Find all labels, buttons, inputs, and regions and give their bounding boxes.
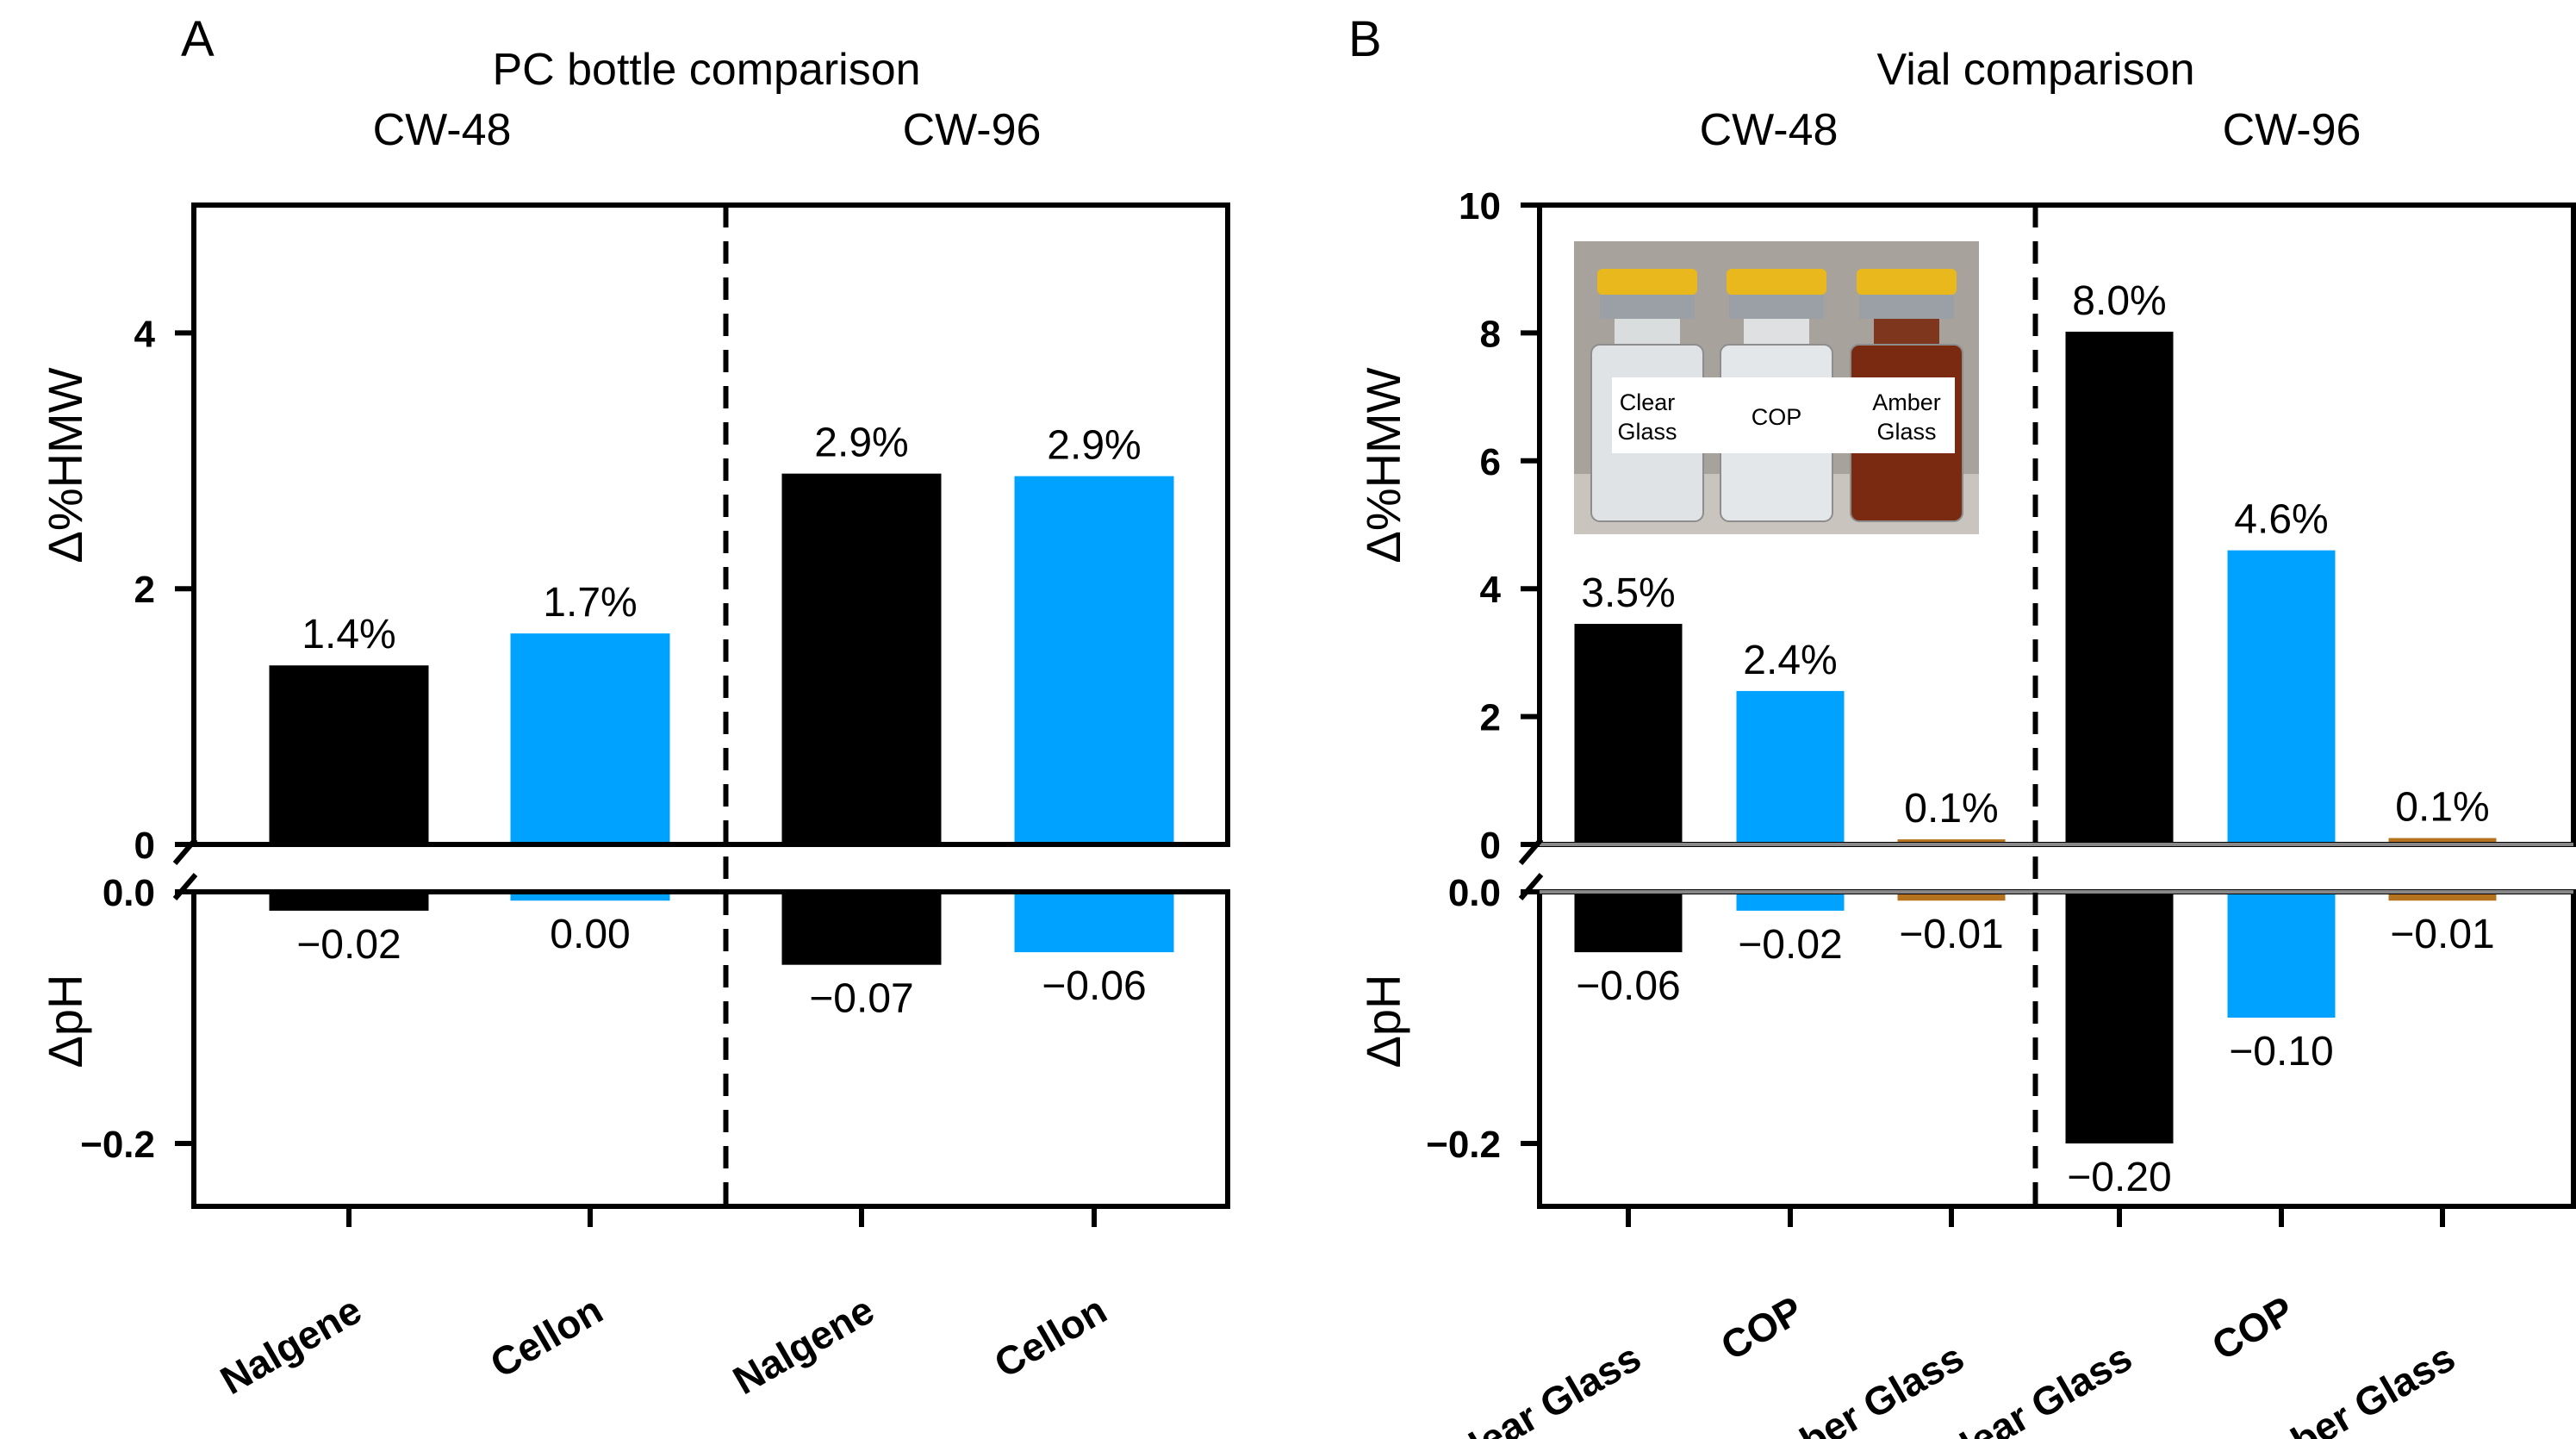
bar-top <box>781 473 942 844</box>
vial-neck-icon <box>1615 319 1680 345</box>
category-label: Nalgene <box>725 1287 881 1404</box>
data-label-bottom: −0.20 <box>2067 1155 2171 1200</box>
bar-bottom <box>269 892 429 911</box>
vial-cap-icon <box>1727 269 1826 295</box>
bar-top <box>2065 331 2174 844</box>
bar-top <box>2227 550 2336 844</box>
bar-top <box>510 633 670 844</box>
vial-neck-icon <box>1744 319 1809 345</box>
category-label: COP <box>1714 1287 1810 1369</box>
vial-crimp-icon <box>1729 295 1824 319</box>
plot-frame-bottom <box>191 889 1230 1209</box>
y-tick-label-bottom: −0.2 <box>80 1124 155 1166</box>
vial-cap-icon <box>1857 269 1957 295</box>
data-label-top: 4.6% <box>2234 497 2328 543</box>
vial-label-text: Clear <box>1620 389 1676 415</box>
category-label: Cellon <box>986 1287 1114 1386</box>
panel-a: A PC bottle comparison CW-48 CW-96 1.4% −0.02… <box>38 11 1230 1404</box>
category-label: Amber Glass <box>1737 1335 1971 1439</box>
bar-bottom <box>781 892 942 965</box>
y-axis-label-bottom: ΔpH <box>38 975 92 1068</box>
bar-top <box>1736 690 1845 844</box>
y-tick-label-bottom: 0.0 <box>103 872 155 914</box>
y-axis-label-bottom: ΔpH <box>1356 975 1410 1068</box>
panel-b: B Vial comparison CW-48 CW-96 3.5% −0.06 2.4% −… <box>1348 11 2576 1439</box>
bar-top <box>269 665 429 844</box>
y-tick-label-top: 6 <box>1480 441 1501 483</box>
data-label-bottom: −0.07 <box>809 976 913 1022</box>
category-label: Nalgene <box>213 1287 369 1404</box>
y-tick-label-top: 2 <box>134 569 155 611</box>
data-label-bottom: −0.06 <box>1042 963 1146 1009</box>
data-label-bottom: −0.02 <box>1738 922 1842 968</box>
data-label-top: 0.1% <box>2395 785 2489 831</box>
data-label-top: 0.1% <box>1904 786 1998 832</box>
vial-neck-icon <box>1874 319 1939 345</box>
data-label-bottom: −0.10 <box>2229 1029 2333 1075</box>
data-label-bottom: −0.06 <box>1576 963 1680 1009</box>
condition-label: CW-96 <box>2223 105 2361 155</box>
panel-letter: A <box>181 11 215 67</box>
y-tick-label-top: 0 <box>134 825 155 867</box>
y-axis-label-top: Δ%HMW <box>1356 367 1410 563</box>
vial-label-text: COP <box>1752 404 1802 430</box>
data-label-top: 2.4% <box>1743 638 1837 683</box>
y-tick-label-top: 4 <box>1480 569 1502 611</box>
data-label-top: 8.0% <box>2072 278 2166 324</box>
chart-title: Vial comparison <box>1876 45 2194 95</box>
y-axis-label-top: Δ%HMW <box>38 367 92 563</box>
data-label-top: 1.7% <box>543 580 637 626</box>
bar-bottom <box>510 892 670 901</box>
bar-bottom <box>2388 892 2497 901</box>
vial-crimp-icon <box>1859 295 1954 319</box>
data-label-bottom: 0.00 <box>550 912 630 957</box>
data-label-top: 3.5% <box>1581 570 1675 616</box>
axis-break-mark <box>172 873 198 900</box>
y-tick-label-top: 4 <box>134 313 156 355</box>
category-label: Clear Glass <box>1928 1335 2139 1439</box>
data-label-top: 2.9% <box>1047 423 1141 469</box>
y-tick-label-bottom: 0.0 <box>1448 872 1501 914</box>
y-tick-label-bottom: −0.2 <box>1426 1124 1501 1166</box>
category-label: Clear Glass <box>1437 1335 1648 1439</box>
chart-title: PC bottle comparison <box>492 45 920 95</box>
panel-letter: B <box>1348 11 1382 67</box>
plot-frame-top <box>191 202 1230 847</box>
vial-label-text: Glass <box>1876 419 1936 445</box>
data-label-bottom: −0.02 <box>296 922 401 968</box>
category-label: Cellon <box>482 1287 610 1386</box>
bar-bottom <box>2065 892 2174 1143</box>
condition-label: CW-48 <box>373 105 512 155</box>
bar-top <box>1014 476 1174 844</box>
vial-label-text: Glass <box>1617 419 1677 445</box>
axis-break-mark <box>1518 873 1544 900</box>
vial-photo-inset: Clear Glass COP Amber Glass <box>1574 241 1979 534</box>
bar-bottom <box>1014 892 1174 953</box>
bar-bottom <box>1897 892 2006 901</box>
y-tick-label-top: 10 <box>1459 185 1501 227</box>
vial-label-strip <box>1612 377 1955 453</box>
vial-label-text: Amber <box>1872 389 1941 415</box>
bar-top <box>2388 838 2497 844</box>
category-label: Amber Glass <box>2228 1335 2462 1439</box>
y-tick-label-top: 8 <box>1480 313 1501 355</box>
data-label-top: 1.4% <box>302 612 395 657</box>
vial-cap-icon <box>1597 269 1697 295</box>
bar-bottom <box>1574 892 1683 953</box>
bar-top <box>1574 624 1683 844</box>
data-label-top: 2.9% <box>814 420 908 466</box>
vial-crimp-icon <box>1600 295 1695 319</box>
y-tick-label-top: 0 <box>1480 825 1501 867</box>
condition-label: CW-96 <box>903 105 1042 155</box>
y-tick-label-top: 2 <box>1480 697 1501 739</box>
data-label-bottom: −0.01 <box>1899 912 2003 957</box>
condition-label: CW-48 <box>1700 105 1839 155</box>
bar-bottom <box>2227 892 2336 1018</box>
category-label: COP <box>2205 1287 2301 1369</box>
bar-bottom <box>1736 892 1845 911</box>
data-label-bottom: −0.01 <box>2390 912 2494 957</box>
